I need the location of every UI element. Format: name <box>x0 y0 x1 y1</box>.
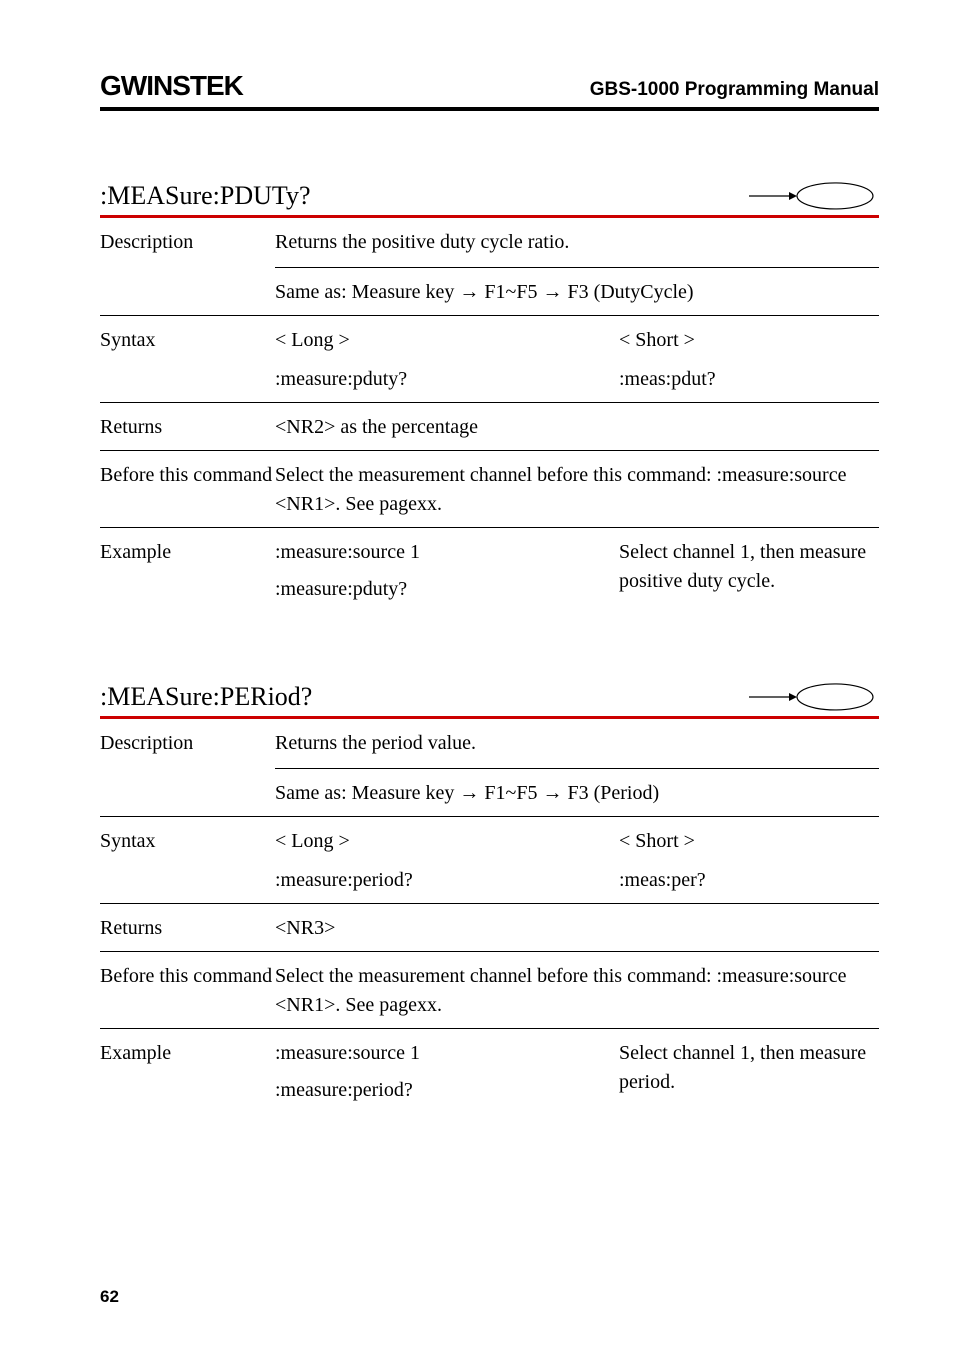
syntax-row: Syntax < Long > < Short > :measure:perio… <box>100 817 879 903</box>
command-name: :MEASure:PDUTy? <box>100 181 311 211</box>
row-label: Example <box>100 1039 275 1068</box>
description-text: Same as: Measure key → F1~F5 → F3 (DutyC… <box>275 278 879 307</box>
syntax-long-header: < Long > <box>275 326 619 355</box>
example-code: :measure:pduty? <box>275 575 619 604</box>
command-section: :MEASure:PDUTy? Description Returns the … <box>100 181 879 612</box>
manual-title: GBS-1000 Programming Manual <box>590 79 879 101</box>
row-body: <NR3> <box>275 914 879 943</box>
inner-divider <box>275 267 879 268</box>
syntax-long-header: < Long > <box>275 827 619 856</box>
inner-divider <box>275 768 879 769</box>
returns-row: Returns <NR3> <box>100 904 879 951</box>
row-label: Syntax <box>100 827 275 856</box>
row-body: Returns the positive duty cycle ratio. S… <box>275 228 879 307</box>
example-code: :measure:source 1 <box>275 1039 619 1068</box>
row-body: <NR2> as the percentage <box>275 413 879 442</box>
row-body: < Long > < Short > :measure:pduty? :meas… <box>275 326 879 394</box>
row-label: Before this command <box>100 461 275 490</box>
row-label: Description <box>100 729 275 758</box>
section-header: :MEASure:PDUTy? <box>100 181 879 215</box>
example-code: :measure:period? <box>275 1076 619 1105</box>
query-icon <box>749 682 879 712</box>
description-text: Same as: Measure key → F1~F5 → F3 (Perio… <box>275 779 879 808</box>
example-code: :measure:source 1 <box>275 538 619 567</box>
logo: GWINSTEK <box>100 70 243 102</box>
row-body: < Long > < Short > :measure:period? :mea… <box>275 827 879 895</box>
row-body: :measure:source 1 :measure:pduty? Select… <box>275 538 879 604</box>
command-section: :MEASure:PERiod? Description Returns the… <box>100 682 879 1113</box>
before-row: Before this command Select the measureme… <box>100 451 879 527</box>
syntax-short-value: :meas:pdut? <box>619 365 879 394</box>
command-name: :MEASure:PERiod? <box>100 682 312 712</box>
row-body: Select the measurement channel before th… <box>275 461 879 519</box>
section-header: :MEASure:PERiod? <box>100 682 879 716</box>
page-number: 62 <box>100 1287 119 1307</box>
row-label: Example <box>100 538 275 567</box>
example-row: Example :measure:source 1 :measure:perio… <box>100 1029 879 1113</box>
row-body: Select the measurement channel before th… <box>275 962 879 1020</box>
row-label: Description <box>100 228 275 257</box>
header-divider <box>100 107 879 111</box>
row-label: Syntax <box>100 326 275 355</box>
description-text: Returns the period value. <box>275 729 879 758</box>
row-label: Before this command <box>100 962 275 991</box>
description-row: Description Returns the positive duty cy… <box>100 218 879 315</box>
query-icon <box>749 181 879 211</box>
returns-row: Returns <NR2> as the percentage <box>100 403 879 450</box>
example-description: Select channel 1, then measure positive … <box>619 538 879 604</box>
syntax-short-header: < Short > <box>619 827 879 856</box>
syntax-row: Syntax < Long > < Short > :measure:pduty… <box>100 316 879 402</box>
syntax-long-value: :measure:pduty? <box>275 365 619 394</box>
description-text: Returns the positive duty cycle ratio. <box>275 228 879 257</box>
before-row: Before this command Select the measureme… <box>100 952 879 1028</box>
row-label: Returns <box>100 914 275 943</box>
example-description: Select channel 1, then measure period. <box>619 1039 879 1105</box>
syntax-short-header: < Short > <box>619 326 879 355</box>
description-row: Description Returns the period value. Sa… <box>100 719 879 816</box>
example-row: Example :measure:source 1 :measure:pduty… <box>100 528 879 612</box>
syntax-short-value: :meas:per? <box>619 866 879 895</box>
page-header: GWINSTEK GBS-1000 Programming Manual <box>100 70 879 105</box>
row-label: Returns <box>100 413 275 442</box>
row-body: :measure:source 1 :measure:period? Selec… <box>275 1039 879 1105</box>
row-body: Returns the period value. Same as: Measu… <box>275 729 879 808</box>
syntax-long-value: :measure:period? <box>275 866 619 895</box>
